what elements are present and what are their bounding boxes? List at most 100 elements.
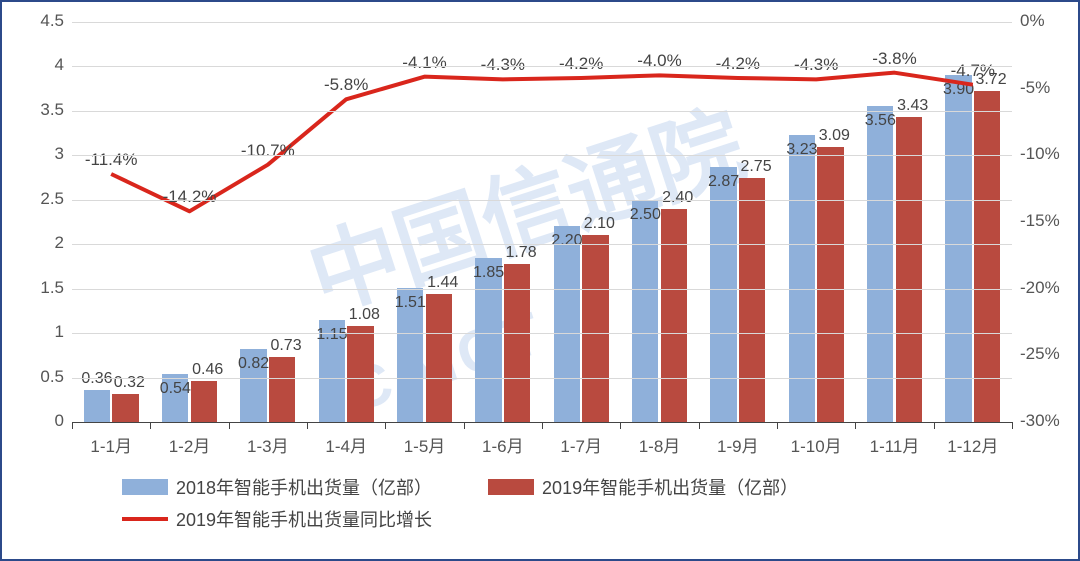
right-axis-tick: 0% (1020, 11, 1080, 31)
left-axis-tick: 1.5 (2, 278, 64, 298)
left-axis-tick: 2.5 (2, 189, 64, 209)
growth-value-label: -10.7% (233, 141, 303, 161)
bar-2018 (554, 226, 580, 422)
growth-value-label: -4.7% (938, 61, 1008, 81)
grid-line (72, 378, 1012, 379)
grid-line (72, 333, 1012, 334)
legend-row-line: 2019年智能手机出货量同比增长 (122, 506, 1018, 532)
right-axis-tick: -20% (1020, 278, 1080, 298)
bar-2018-value: 2.50 (626, 206, 664, 224)
x-category-label: 1-7月 (542, 432, 620, 457)
grid-line (72, 66, 1012, 67)
x-category-label: 1-1月 (72, 432, 150, 457)
grid-line (72, 111, 1012, 112)
x-tick (385, 422, 386, 429)
legend-label-growth: 2019年智能手机出货量同比增长 (176, 506, 432, 532)
bar-2019 (661, 209, 687, 422)
bar-2018-value: 2.87 (704, 173, 742, 191)
bar-2019 (739, 178, 765, 422)
bar-2019-value: 0.73 (263, 337, 309, 355)
growth-value-label: -11.4% (76, 150, 146, 170)
bar-2019-value: 2.10 (576, 215, 622, 233)
growth-value-label: -4.0% (625, 51, 695, 71)
growth-value-label: -4.3% (781, 55, 851, 75)
grid-line (72, 289, 1012, 290)
legend: 2018年智能手机出货量（亿部） 2019年智能手机出货量（亿部） 2019年智… (122, 474, 1018, 549)
chart-frame: 中国信通院 CAICT 0.360.320.540.460.820.731.15… (0, 0, 1080, 561)
right-axis-tick: -10% (1020, 144, 1080, 164)
grid-line (72, 22, 1012, 23)
bar-2019 (817, 147, 843, 422)
bar-2018-value: 1.85 (469, 264, 507, 282)
x-tick (542, 422, 543, 429)
growth-value-label: -4.2% (703, 54, 773, 74)
legend-swatch-2018 (122, 479, 168, 495)
bar-2019-value: 3.09 (811, 127, 857, 145)
legend-row-bars: 2018年智能手机出货量（亿部） 2019年智能手机出货量（亿部） (122, 474, 1018, 500)
x-tick (464, 422, 465, 429)
left-axis-tick: 4 (2, 55, 64, 75)
bar-2018 (84, 390, 110, 422)
bar-2018 (789, 135, 815, 422)
left-axis-tick: 1 (2, 322, 64, 342)
left-axis-tick: 3 (2, 144, 64, 164)
x-tick (777, 422, 778, 429)
x-category-label: 1-8月 (620, 432, 698, 457)
x-tick (934, 422, 935, 429)
bar-2019-value: 1.08 (341, 306, 387, 324)
growth-value-label: -4.3% (468, 55, 538, 75)
right-axis-tick: -15% (1020, 211, 1080, 231)
bar-2018 (867, 106, 893, 422)
legend-swatch-growth (122, 517, 168, 521)
growth-value-label: -4.1% (390, 53, 460, 73)
bar-2019 (504, 264, 530, 422)
right-axis-tick: -25% (1020, 344, 1080, 364)
x-category-label: 1-2月 (150, 432, 228, 457)
bar-2018-value: 2.20 (548, 232, 586, 250)
x-category-label: 1-3月 (229, 432, 307, 457)
x-tick (699, 422, 700, 429)
bar-2019-value: 0.46 (185, 361, 231, 379)
plot-area: 0.360.320.540.460.820.731.151.081.511.44… (72, 22, 1012, 422)
x-tick (855, 422, 856, 429)
x-tick (1012, 422, 1013, 429)
bar-2018-value: 0.54 (156, 380, 194, 398)
right-axis-tick: -30% (1020, 411, 1080, 431)
x-category-label: 1-10月 (777, 432, 855, 457)
bar-2019-value: 0.32 (106, 374, 152, 392)
bar-2019 (426, 294, 452, 422)
x-tick (72, 422, 73, 429)
x-category-label: 1-11月 (855, 432, 933, 457)
x-category-label: 1-9月 (699, 432, 777, 457)
grid-line (72, 200, 1012, 201)
x-tick (150, 422, 151, 429)
growth-value-label: -14.2% (155, 187, 225, 207)
right-axis-tick: -5% (1020, 78, 1080, 98)
x-tick (229, 422, 230, 429)
grid-line (72, 244, 1012, 245)
bar-2019 (582, 235, 608, 422)
left-axis-tick: 3.5 (2, 100, 64, 120)
bar-2019 (112, 394, 138, 422)
left-axis-tick: 0 (2, 411, 64, 431)
bar-2019 (974, 91, 1000, 422)
x-category-label: 1-4月 (307, 432, 385, 457)
legend-label-2018: 2018年智能手机出货量（亿部） (176, 474, 432, 500)
bar-2019-value: 3.43 (890, 97, 936, 115)
left-axis-tick: 0.5 (2, 367, 64, 387)
x-tick (307, 422, 308, 429)
grid-line (72, 155, 1012, 156)
bar-2018-value: 0.82 (234, 355, 272, 373)
bar-2019-value: 2.75 (733, 158, 779, 176)
growth-value-label: -5.8% (311, 75, 381, 95)
bar-2019 (896, 117, 922, 422)
bar-2018-value: 1.15 (313, 326, 351, 344)
x-category-label: 1-12月 (934, 432, 1012, 457)
bar-2018 (945, 75, 971, 422)
bar-2018 (475, 258, 501, 422)
bar-2018-value: 1.51 (391, 294, 429, 312)
legend-label-2019: 2019年智能手机出货量（亿部） (542, 474, 798, 500)
bar-2019-value: 1.78 (498, 244, 544, 262)
x-category-label: 1-5月 (385, 432, 463, 457)
bar-2018 (710, 167, 736, 422)
